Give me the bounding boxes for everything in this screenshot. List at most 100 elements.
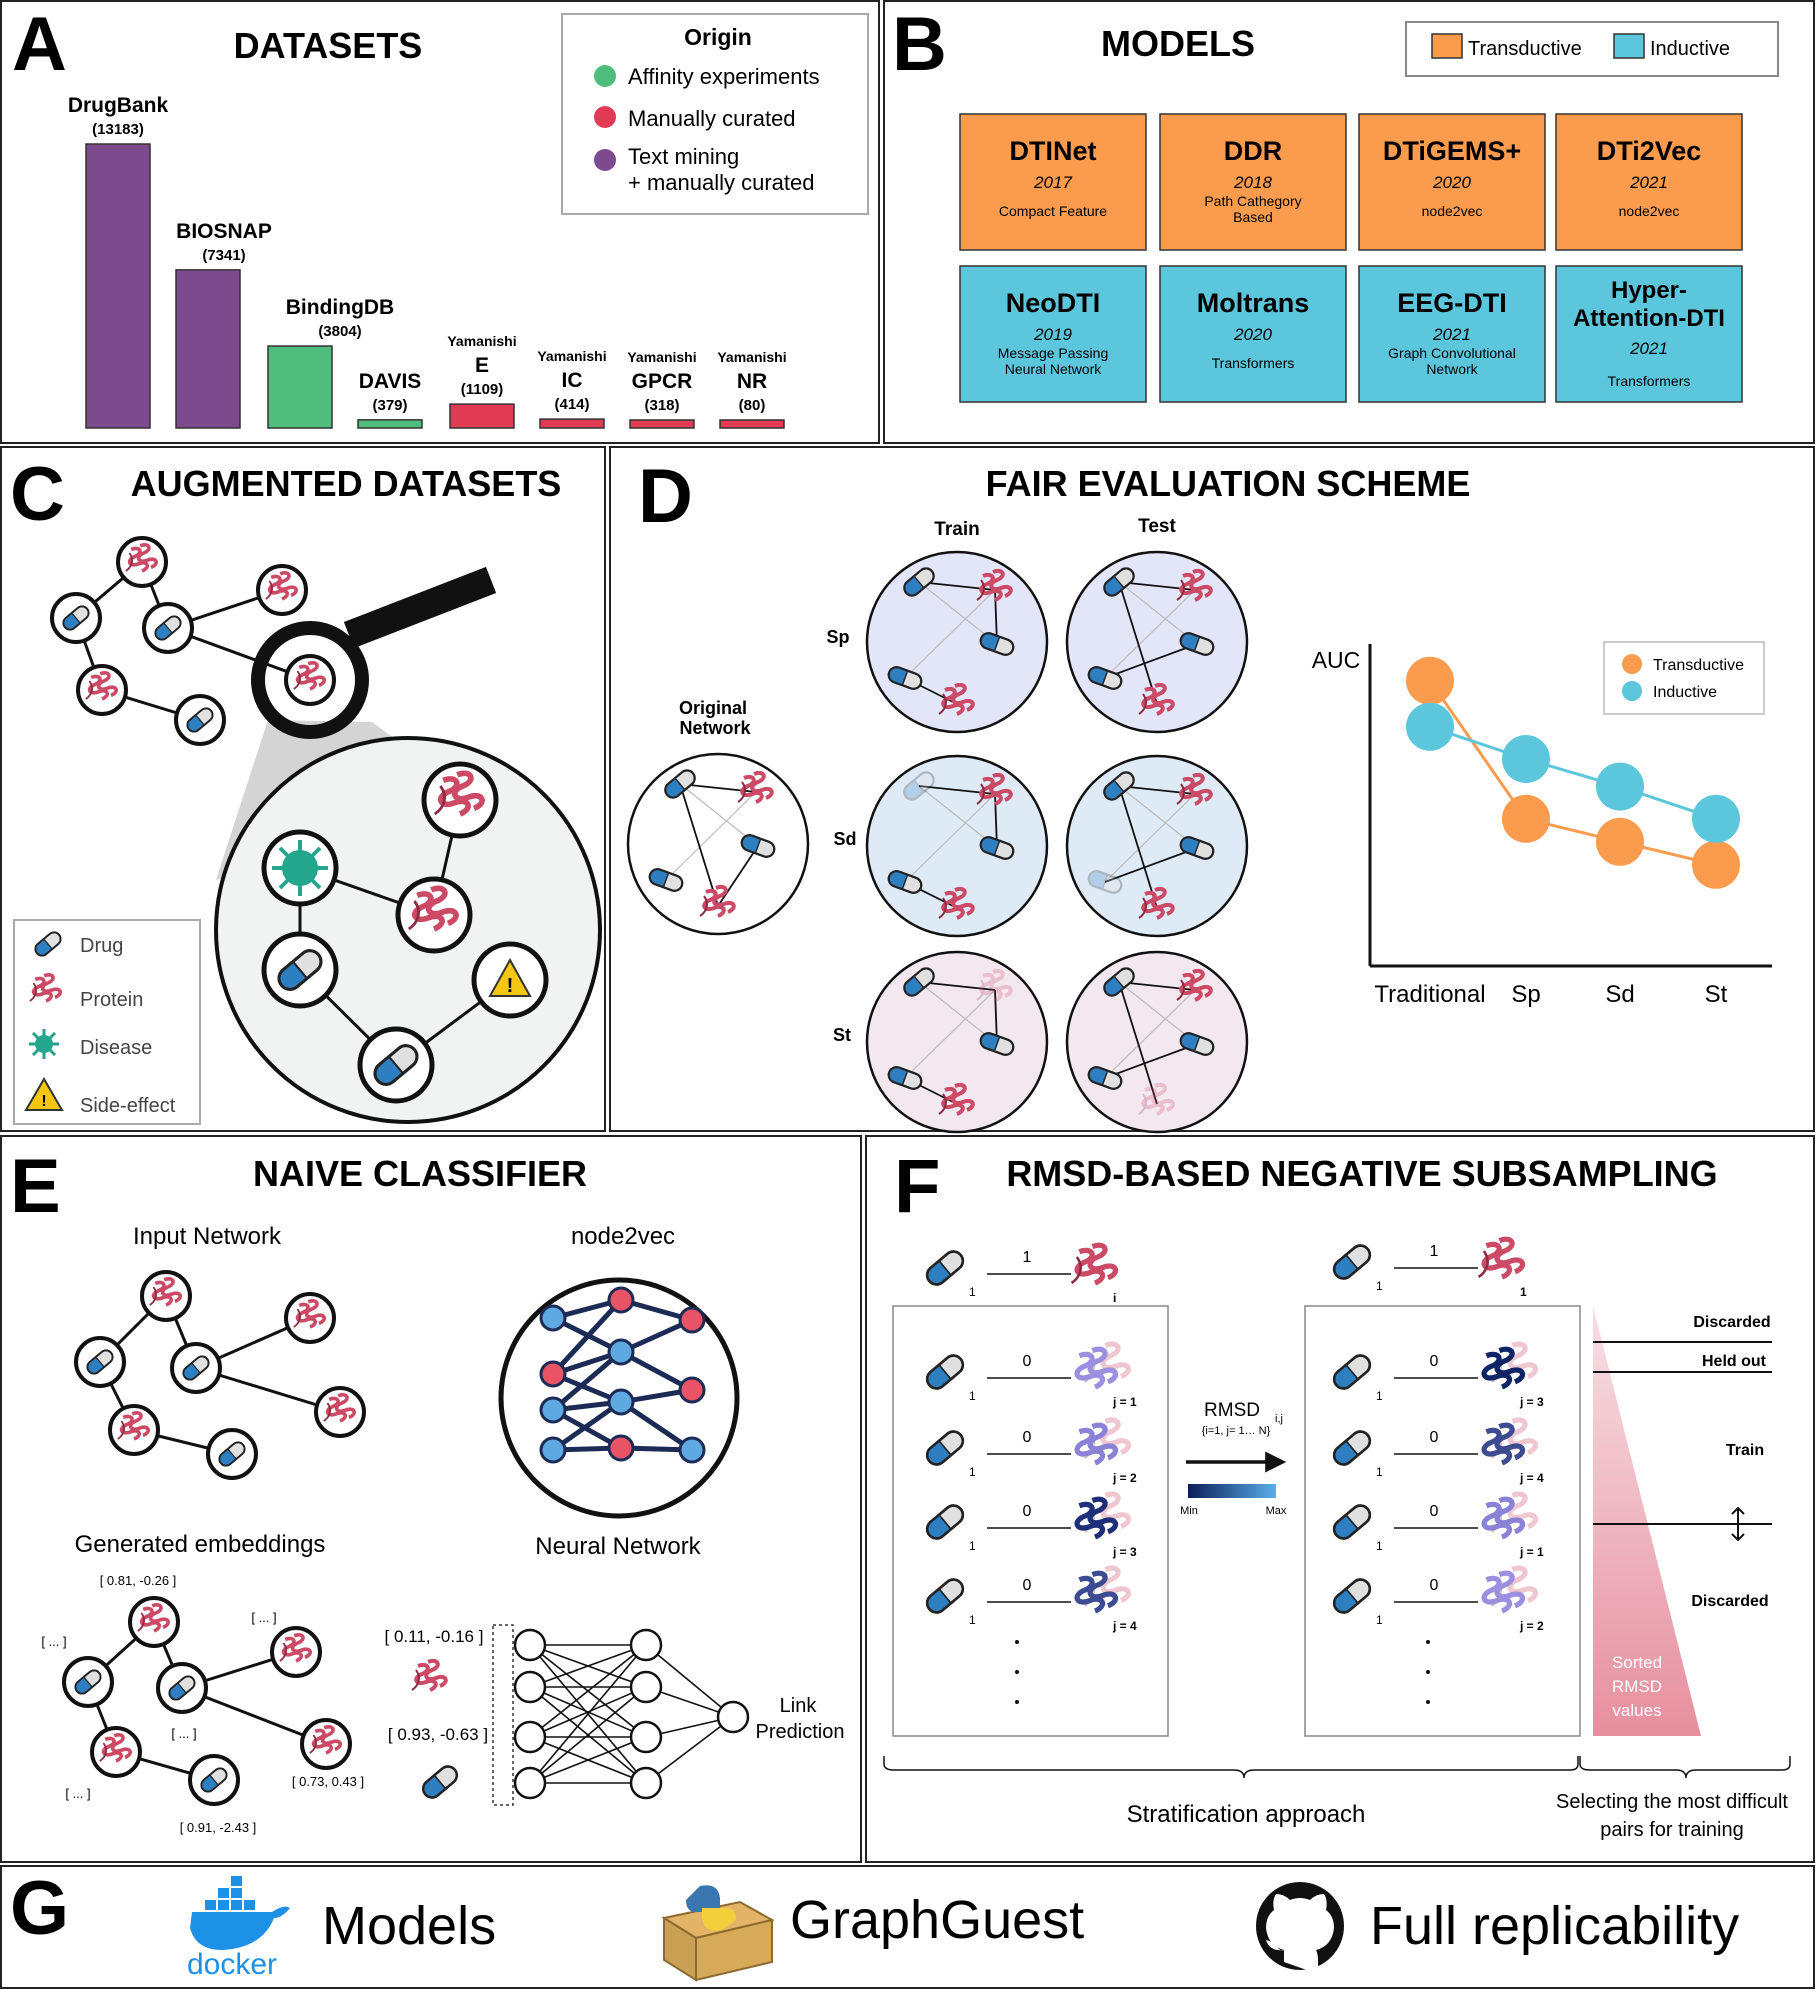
- bar-biosnap: [175, 269, 241, 429]
- model-name: EEG-DTI: [1397, 288, 1507, 318]
- zoom-disease-node: [261, 829, 339, 907]
- panel-e-title: NAIVE CLASSIFIER: [253, 1153, 587, 1194]
- legend-drug-label: Drug: [80, 935, 123, 957]
- drug-index: 1: [1376, 1279, 1383, 1293]
- panel-a: A DATASETS (13183)DrugBank(7341)BIOSNAP(…: [0, 0, 880, 444]
- emb-drug-node-1: [64, 1658, 112, 1706]
- model-box: [1358, 265, 1546, 403]
- auc-legend-transductive-dot: [1622, 654, 1642, 674]
- nn-neuron: [629, 1766, 663, 1800]
- train-label: Train: [1726, 1442, 1764, 1459]
- text-mining-legend-dot: [594, 149, 616, 171]
- bar-yamanishi-e: [449, 403, 515, 429]
- model-name: NeoDTI: [1006, 288, 1101, 318]
- zoom-protein-node-1: [421, 761, 499, 839]
- e-drug-node-1: [76, 1338, 124, 1386]
- docker-logo: docker: [187, 1876, 290, 1981]
- emb-drug-node-3: [190, 1756, 238, 1804]
- adjust-threshold-icon: [1731, 1506, 1745, 1542]
- c-drug-node-3: [176, 696, 224, 744]
- split-circle-sd-train: [865, 754, 1049, 938]
- curated-legend-label: Manually curated: [628, 106, 796, 131]
- stratification-label: Stratification approach: [1127, 1801, 1366, 1828]
- github-icon: [1256, 1882, 1344, 1974]
- original-network-label-1: Original: [679, 698, 747, 718]
- model-name: Moltrans: [1197, 288, 1310, 318]
- discarded-top-label: Discarded: [1693, 1314, 1770, 1331]
- nn-neuron: [513, 1628, 547, 1662]
- e-protein-node-3: [110, 1406, 158, 1454]
- legend-side-effect-label: Side-effect: [80, 1095, 176, 1117]
- emb-protein-node-2: [272, 1628, 320, 1676]
- model-year: 2018: [1233, 173, 1272, 192]
- original-network-circle: [626, 752, 810, 936]
- series-point: [1406, 656, 1454, 705]
- protein-index: j = 2: [1519, 1619, 1544, 1633]
- bar-name-label: IC: [562, 369, 583, 392]
- protein-index: j = 4: [1519, 1471, 1544, 1485]
- sorted-rmsd-triangle: [1593, 1306, 1701, 1736]
- zoom-side-effect-node: !: [471, 941, 549, 1019]
- auc-y-label: AUC: [1312, 647, 1361, 673]
- row-label-st: St: [833, 1025, 851, 1045]
- graphguest-logo: [661, 1885, 775, 1982]
- series-point: [1692, 840, 1740, 889]
- train-column-label: Train: [934, 519, 979, 540]
- selecting-label-1: Selecting the most difficult: [1556, 1791, 1788, 1813]
- bar-count-label: (1109): [461, 381, 504, 398]
- dataset-bar-chart: (13183) DrugBank (7341) BIOSNAP (3804) Bindin…: [68, 94, 787, 429]
- text-mining-legend-label-2: + manually curated: [628, 170, 815, 195]
- input-bracket: [492, 1624, 514, 1806]
- emb-protein-node-3: [92, 1728, 140, 1776]
- series-point: [1596, 762, 1644, 811]
- link-prediction-label-1: Link: [780, 1695, 818, 1717]
- interaction-label: 1: [1430, 1243, 1439, 1260]
- origin-legend-title: Origin: [684, 24, 752, 50]
- bar-yamanishi-ic: [539, 418, 605, 429]
- interaction-label: 0: [1430, 1353, 1439, 1370]
- legend-disease-label: Disease: [80, 1037, 152, 1059]
- panel-b: B MODELS Transductive Inductive DTINet 20…: [883, 0, 1815, 444]
- bar-davis: [357, 419, 423, 429]
- c-protein-node-4: [286, 656, 334, 704]
- rmsd-min-label: Min: [1180, 1505, 1198, 1517]
- rmsd-max-label: Max: [1266, 1505, 1287, 1517]
- affinity-legend-dot: [594, 65, 616, 87]
- sorted-label-3: values: [1612, 1701, 1661, 1720]
- series-point: [1502, 794, 1550, 843]
- protein-index: i: [1113, 1291, 1116, 1305]
- interaction-label: 0: [1430, 1429, 1439, 1446]
- link-prediction-label-2: Prediction: [756, 1721, 845, 1743]
- auc-legend-inductive-dot: [1622, 681, 1642, 701]
- model-name: DTi2Vec: [1597, 136, 1702, 166]
- interaction-label: 0: [1023, 1577, 1032, 1594]
- bar-prefix-label: Yamanishi: [717, 349, 786, 365]
- model-desc: Message Passing: [998, 345, 1109, 361]
- text-mining-legend-label: Text mining: [628, 144, 739, 169]
- model-year: 2020: [1233, 325, 1272, 344]
- panel-e-letter: E: [10, 1144, 61, 1229]
- auc-line-chart: AUC Transductive Inductive Traditional Sp…: [1312, 641, 1772, 1008]
- interaction-label: 0: [1430, 1577, 1439, 1594]
- generated-embeddings-label: Generated embeddings: [75, 1531, 326, 1558]
- svg-text:!: !: [41, 1093, 46, 1110]
- bar-name-label: BindingDB: [286, 296, 394, 319]
- model-desc: Path Cathegory: [1204, 193, 1301, 209]
- nn-neuron: [513, 1766, 547, 1800]
- bar-yamanishi-nr: [719, 419, 785, 429]
- models-legend-box: [1405, 21, 1779, 77]
- held-out-label: Held out: [1702, 1353, 1767, 1370]
- split-circle-sd-test: [1065, 754, 1249, 938]
- x-tick-label: Sd: [1605, 981, 1634, 1008]
- x-tick-label: St: [1705, 981, 1728, 1008]
- rmsd-colorbar: [1188, 1484, 1276, 1498]
- rmsd-range: {i=1, j= 1… N}: [1202, 1425, 1271, 1437]
- panel-e: E NAIVE CLASSIFIER Input Network node2ve…: [0, 1135, 862, 1863]
- replicability-resource-label: Full replicability: [1370, 1896, 1739, 1956]
- model-name-2: Attention-DTI: [1573, 305, 1725, 332]
- embedding-label-g: [ 0.91, -2.43 ]: [180, 1820, 257, 1835]
- model-desc: Compact Feature: [999, 203, 1107, 219]
- bar-count-label: (13183): [92, 121, 144, 138]
- model-year: 2017: [1033, 173, 1072, 192]
